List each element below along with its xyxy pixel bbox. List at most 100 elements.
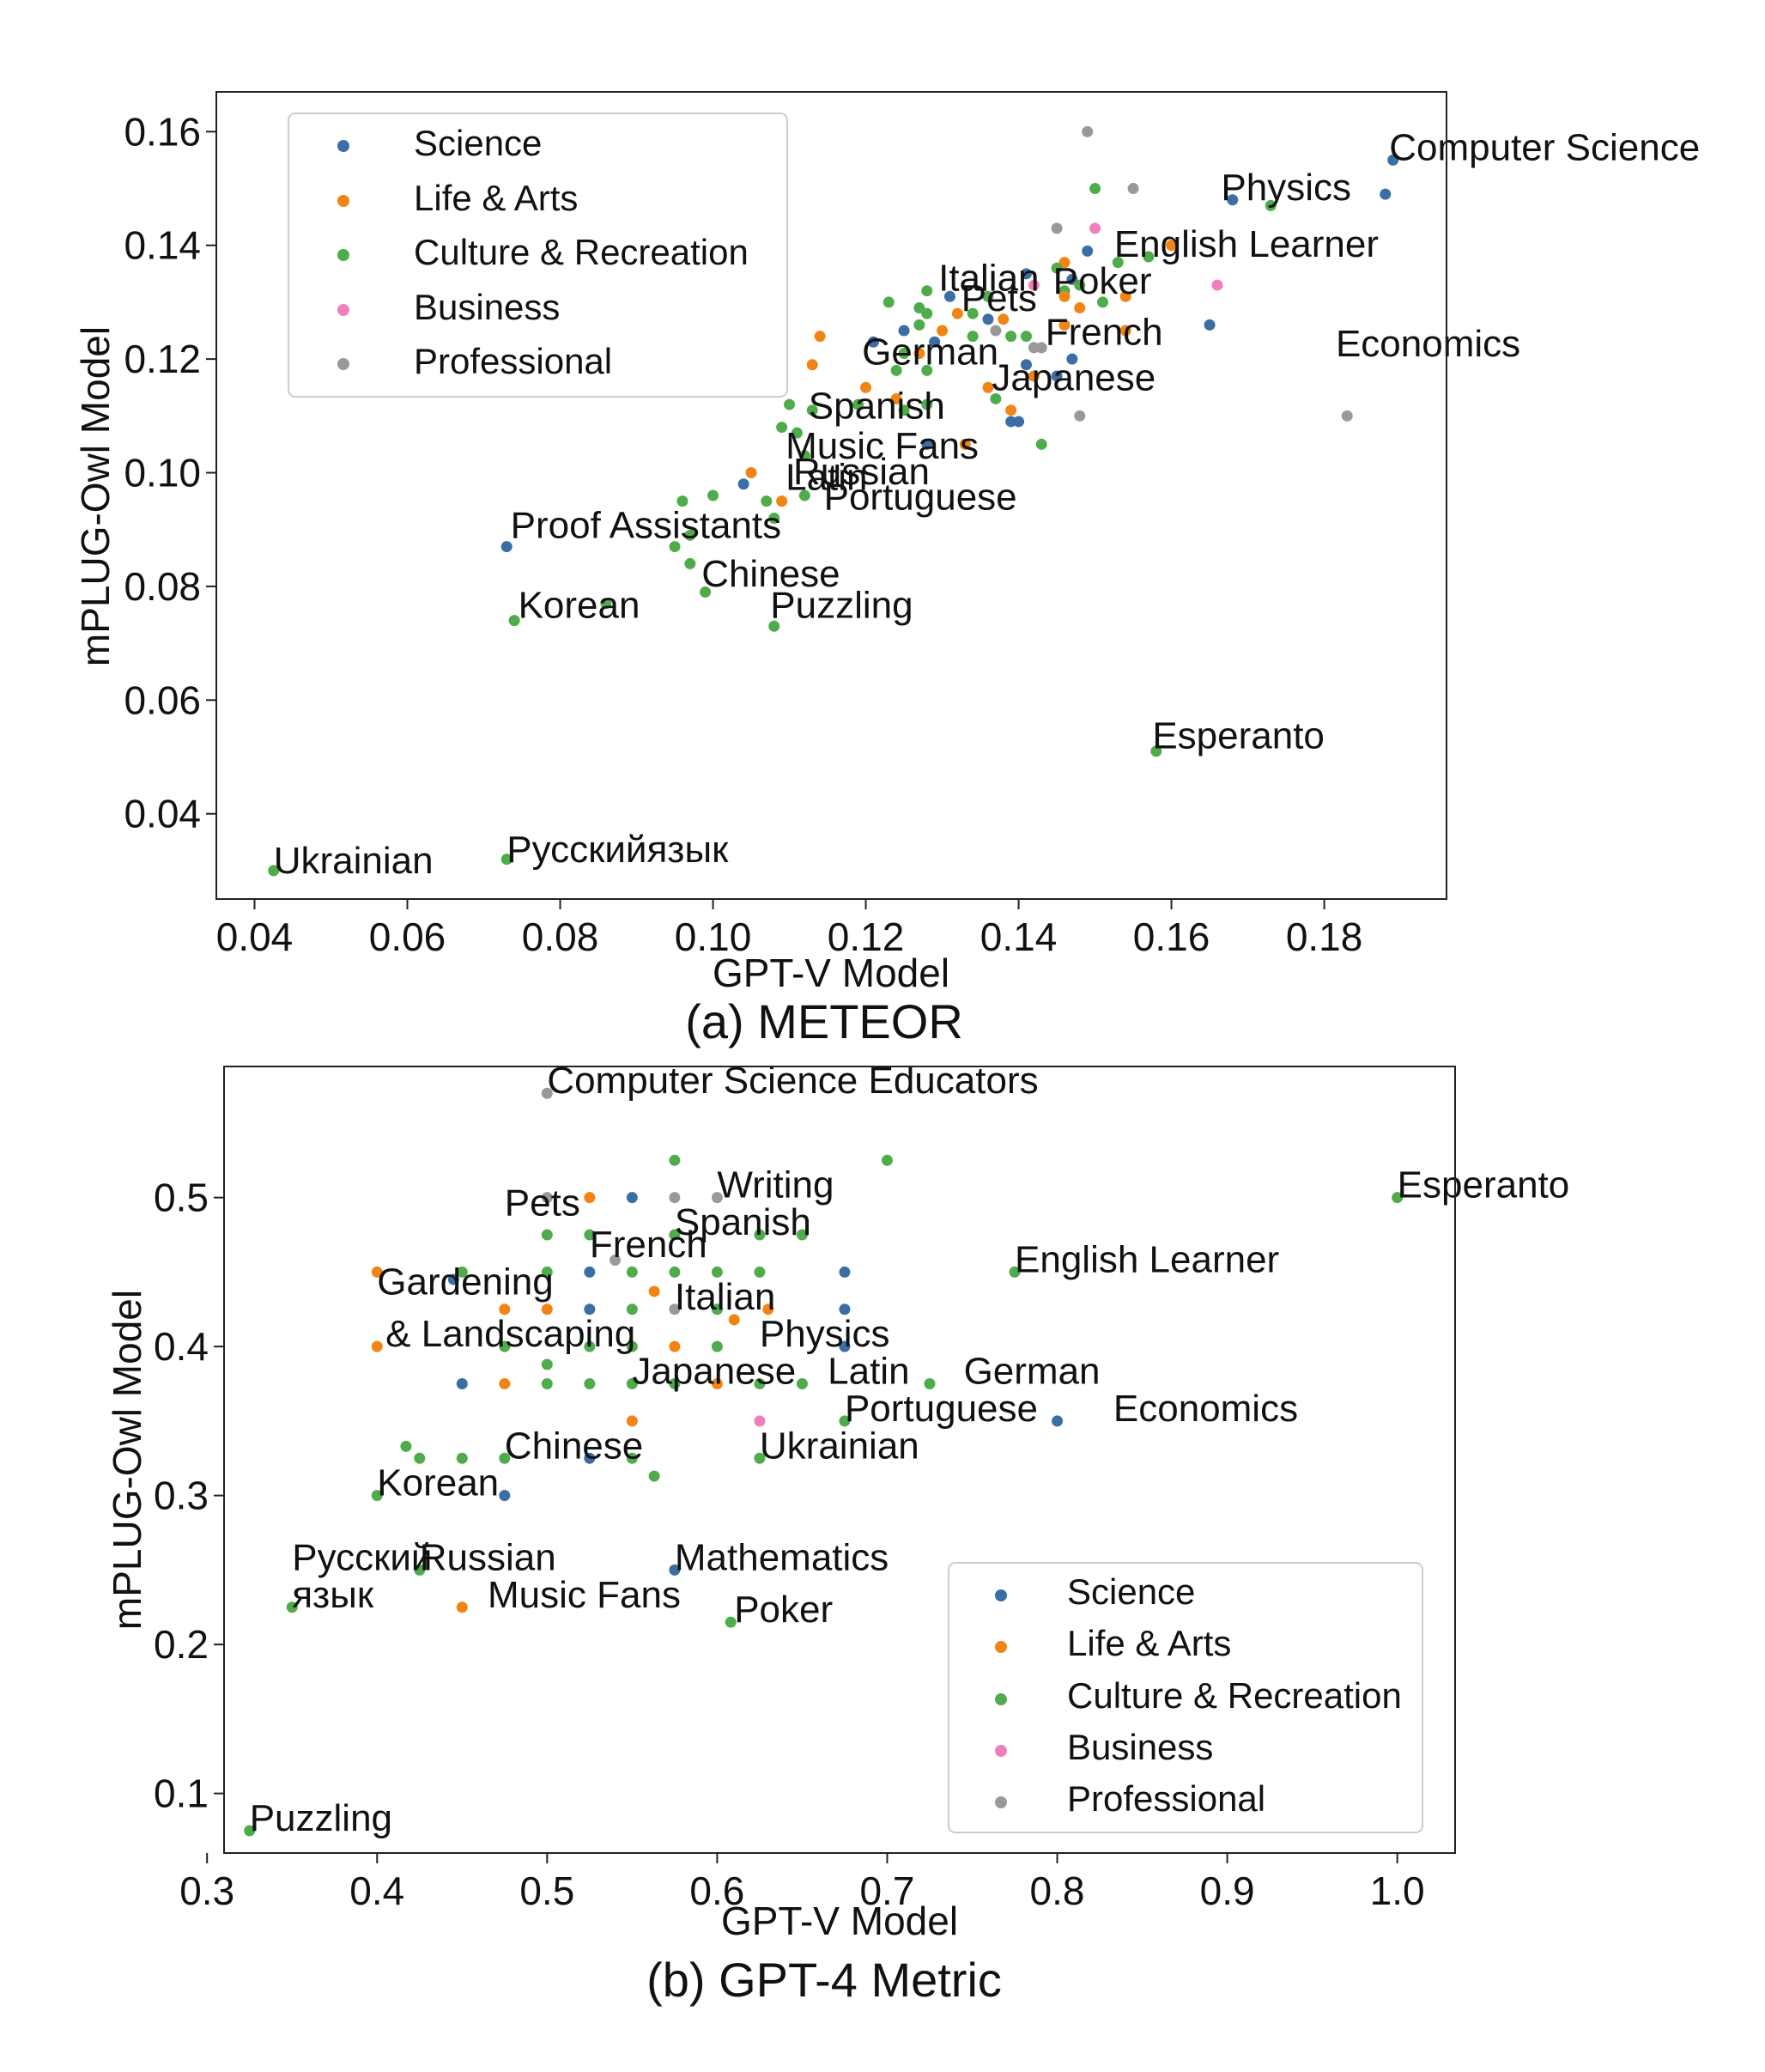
a-point-science	[921, 438, 933, 450]
b-point-culture-recreation	[924, 1378, 936, 1390]
a-point-science	[1020, 268, 1032, 280]
a-point-culture-recreation	[852, 398, 864, 410]
b-x-tick-label: 0.3	[179, 1868, 234, 1913]
b-point-science	[839, 1266, 851, 1278]
a-annotation-physics: Physics	[1221, 167, 1351, 209]
a-point-professional	[1035, 342, 1047, 354]
a-annotation-proof-assistants: Proof Assistants	[511, 505, 781, 547]
meteor-legend-marker-business	[337, 304, 349, 316]
a-annotation-chinese: Chinese	[701, 553, 840, 595]
a-annotation-esperanto: Esperanto	[1152, 715, 1325, 757]
b-annotation-japanese: Japanese	[632, 1351, 796, 1393]
gpt4-legend-label-culture: Culture & Recreation	[1067, 1675, 1402, 1716]
gpt4-metric-legend: Science Life & Arts Culture & Recreation…	[948, 1562, 1423, 1833]
a-point-professional	[1028, 342, 1040, 354]
a-x-tick-label: 0.04	[216, 914, 294, 959]
a-point-science	[1387, 154, 1399, 166]
b-annotation-physics: Physics	[760, 1313, 890, 1355]
a-point-culture-recreation	[684, 557, 696, 569]
a-point-life-arts	[776, 495, 788, 507]
a-point-culture-recreation	[684, 529, 696, 541]
b-x-tick-label: 0.4	[349, 1868, 404, 1913]
a-annotation-music-fans: Music Fans	[785, 425, 979, 467]
a-point-culture-recreation	[1150, 745, 1162, 757]
a-point-science	[982, 313, 994, 325]
b-annotation-writing: Writing	[717, 1164, 834, 1206]
a-point-life-arts	[913, 348, 925, 360]
b-point-science	[584, 1303, 596, 1316]
b-point-culture-recreation	[669, 1266, 681, 1278]
b-point-life-arts	[456, 1601, 468, 1613]
a-point-professional	[1082, 125, 1094, 137]
b-point-culture-recreation	[711, 1266, 723, 1278]
a-point-life-arts	[1058, 319, 1071, 331]
a-x-tick-label: 0.06	[369, 914, 446, 959]
b-point-culture-recreation	[881, 1154, 893, 1166]
a-point-life-arts	[1119, 325, 1131, 337]
a-y-tick-label: 0.08	[124, 564, 201, 609]
b-point-culture-recreation	[541, 1266, 553, 1278]
b-point-culture-recreation	[626, 1452, 638, 1464]
gpt4-legend-marker-life-arts	[995, 1641, 1007, 1653]
b-annotation-gardening: Gardening	[377, 1261, 553, 1303]
b-point-science	[456, 1378, 468, 1390]
b-point-life-arts	[669, 1340, 681, 1352]
b-point-life-arts	[762, 1303, 774, 1316]
a-point-life-arts	[745, 467, 757, 479]
b-point-science	[839, 1303, 851, 1316]
a-point-science	[1020, 359, 1032, 371]
a-point-culture-recreation	[913, 319, 925, 331]
b-annotation-english-learner: English Learner	[1015, 1238, 1279, 1280]
meteor-annotations: Computer Science Physics English Learner It…	[274, 126, 1700, 882]
b-point-science	[669, 1564, 681, 1576]
b-point-culture-recreation	[669, 1378, 681, 1390]
gpt4-metric-chart: 0.3 0.4 0.5 0.6 0.7 0.8 0.9 1.00.10.20.30.40.5 …	[105, 1060, 1569, 2007]
b-point-science	[499, 1490, 511, 1502]
a-annotation-ukrainian: Ukrainian	[274, 840, 434, 882]
b-point-science	[447, 1273, 459, 1285]
a-point-culture-recreation	[700, 586, 712, 599]
gpt4-metric-x-axis-label: GPT-V Model	[721, 1899, 958, 1943]
a-point-culture-recreation	[1112, 257, 1124, 269]
b-point-culture-recreation	[414, 1452, 426, 1464]
a-point-life-arts	[982, 381, 994, 393]
a-point-culture-recreation	[882, 296, 895, 308]
a-annotation-korean: Korean	[519, 584, 640, 626]
b-point-culture-recreation	[584, 1229, 596, 1241]
gpt4-metric-points	[244, 1087, 1404, 1837]
meteor-legend-label-professional: Professional	[414, 341, 612, 381]
b-annotation-ukrainian: Ukrainian	[760, 1425, 919, 1467]
a-point-professional	[1341, 410, 1353, 422]
a-point-culture-recreation	[791, 427, 803, 439]
b-x-tick-label: 0.5	[519, 1868, 574, 1913]
a-point-life-arts	[1166, 240, 1178, 252]
b-x-tick-label: 0.9	[1200, 1868, 1255, 1913]
b-point-culture-recreation	[648, 1470, 660, 1482]
a-y-tick-label: 0.10	[124, 451, 201, 495]
gpt4-metric-caption: (b) GPT-4 Metric	[646, 1953, 1002, 2007]
a-x-tick-label: 0.18	[1286, 914, 1363, 959]
a-point-culture-recreation	[798, 489, 810, 501]
a-point-life-arts	[1074, 302, 1086, 314]
b-point-culture-recreation	[400, 1440, 412, 1452]
b-annotation-landscaping: & Landscaping	[385, 1313, 635, 1355]
a-point-science	[943, 290, 955, 302]
a-point-culture-recreation	[921, 364, 933, 376]
b-annotation-latin: Latin	[828, 1351, 909, 1393]
b-point-professional	[541, 1192, 553, 1204]
a-point-life-arts	[1028, 370, 1040, 382]
b-point-culture-recreation	[541, 1358, 553, 1370]
a-y-tick-label: 0.12	[124, 337, 201, 381]
a-point-culture-recreation	[898, 404, 910, 416]
a-point-culture-recreation	[768, 620, 780, 632]
b-annotation-french: French	[590, 1224, 707, 1266]
a-annotation-computer-science: Computer Science	[1389, 126, 1700, 168]
gpt4-legend-label-life-arts: Life & Arts	[1067, 1623, 1231, 1663]
meteor-y-axis-label: mPLUG-Owl Model	[73, 326, 118, 666]
a-point-culture-recreation	[1096, 296, 1108, 308]
a-point-life-arts	[959, 438, 971, 450]
b-point-culture-recreation	[456, 1452, 468, 1464]
a-point-culture-recreation	[1074, 279, 1086, 291]
a-x-tick-label: 0.16	[1133, 914, 1210, 959]
